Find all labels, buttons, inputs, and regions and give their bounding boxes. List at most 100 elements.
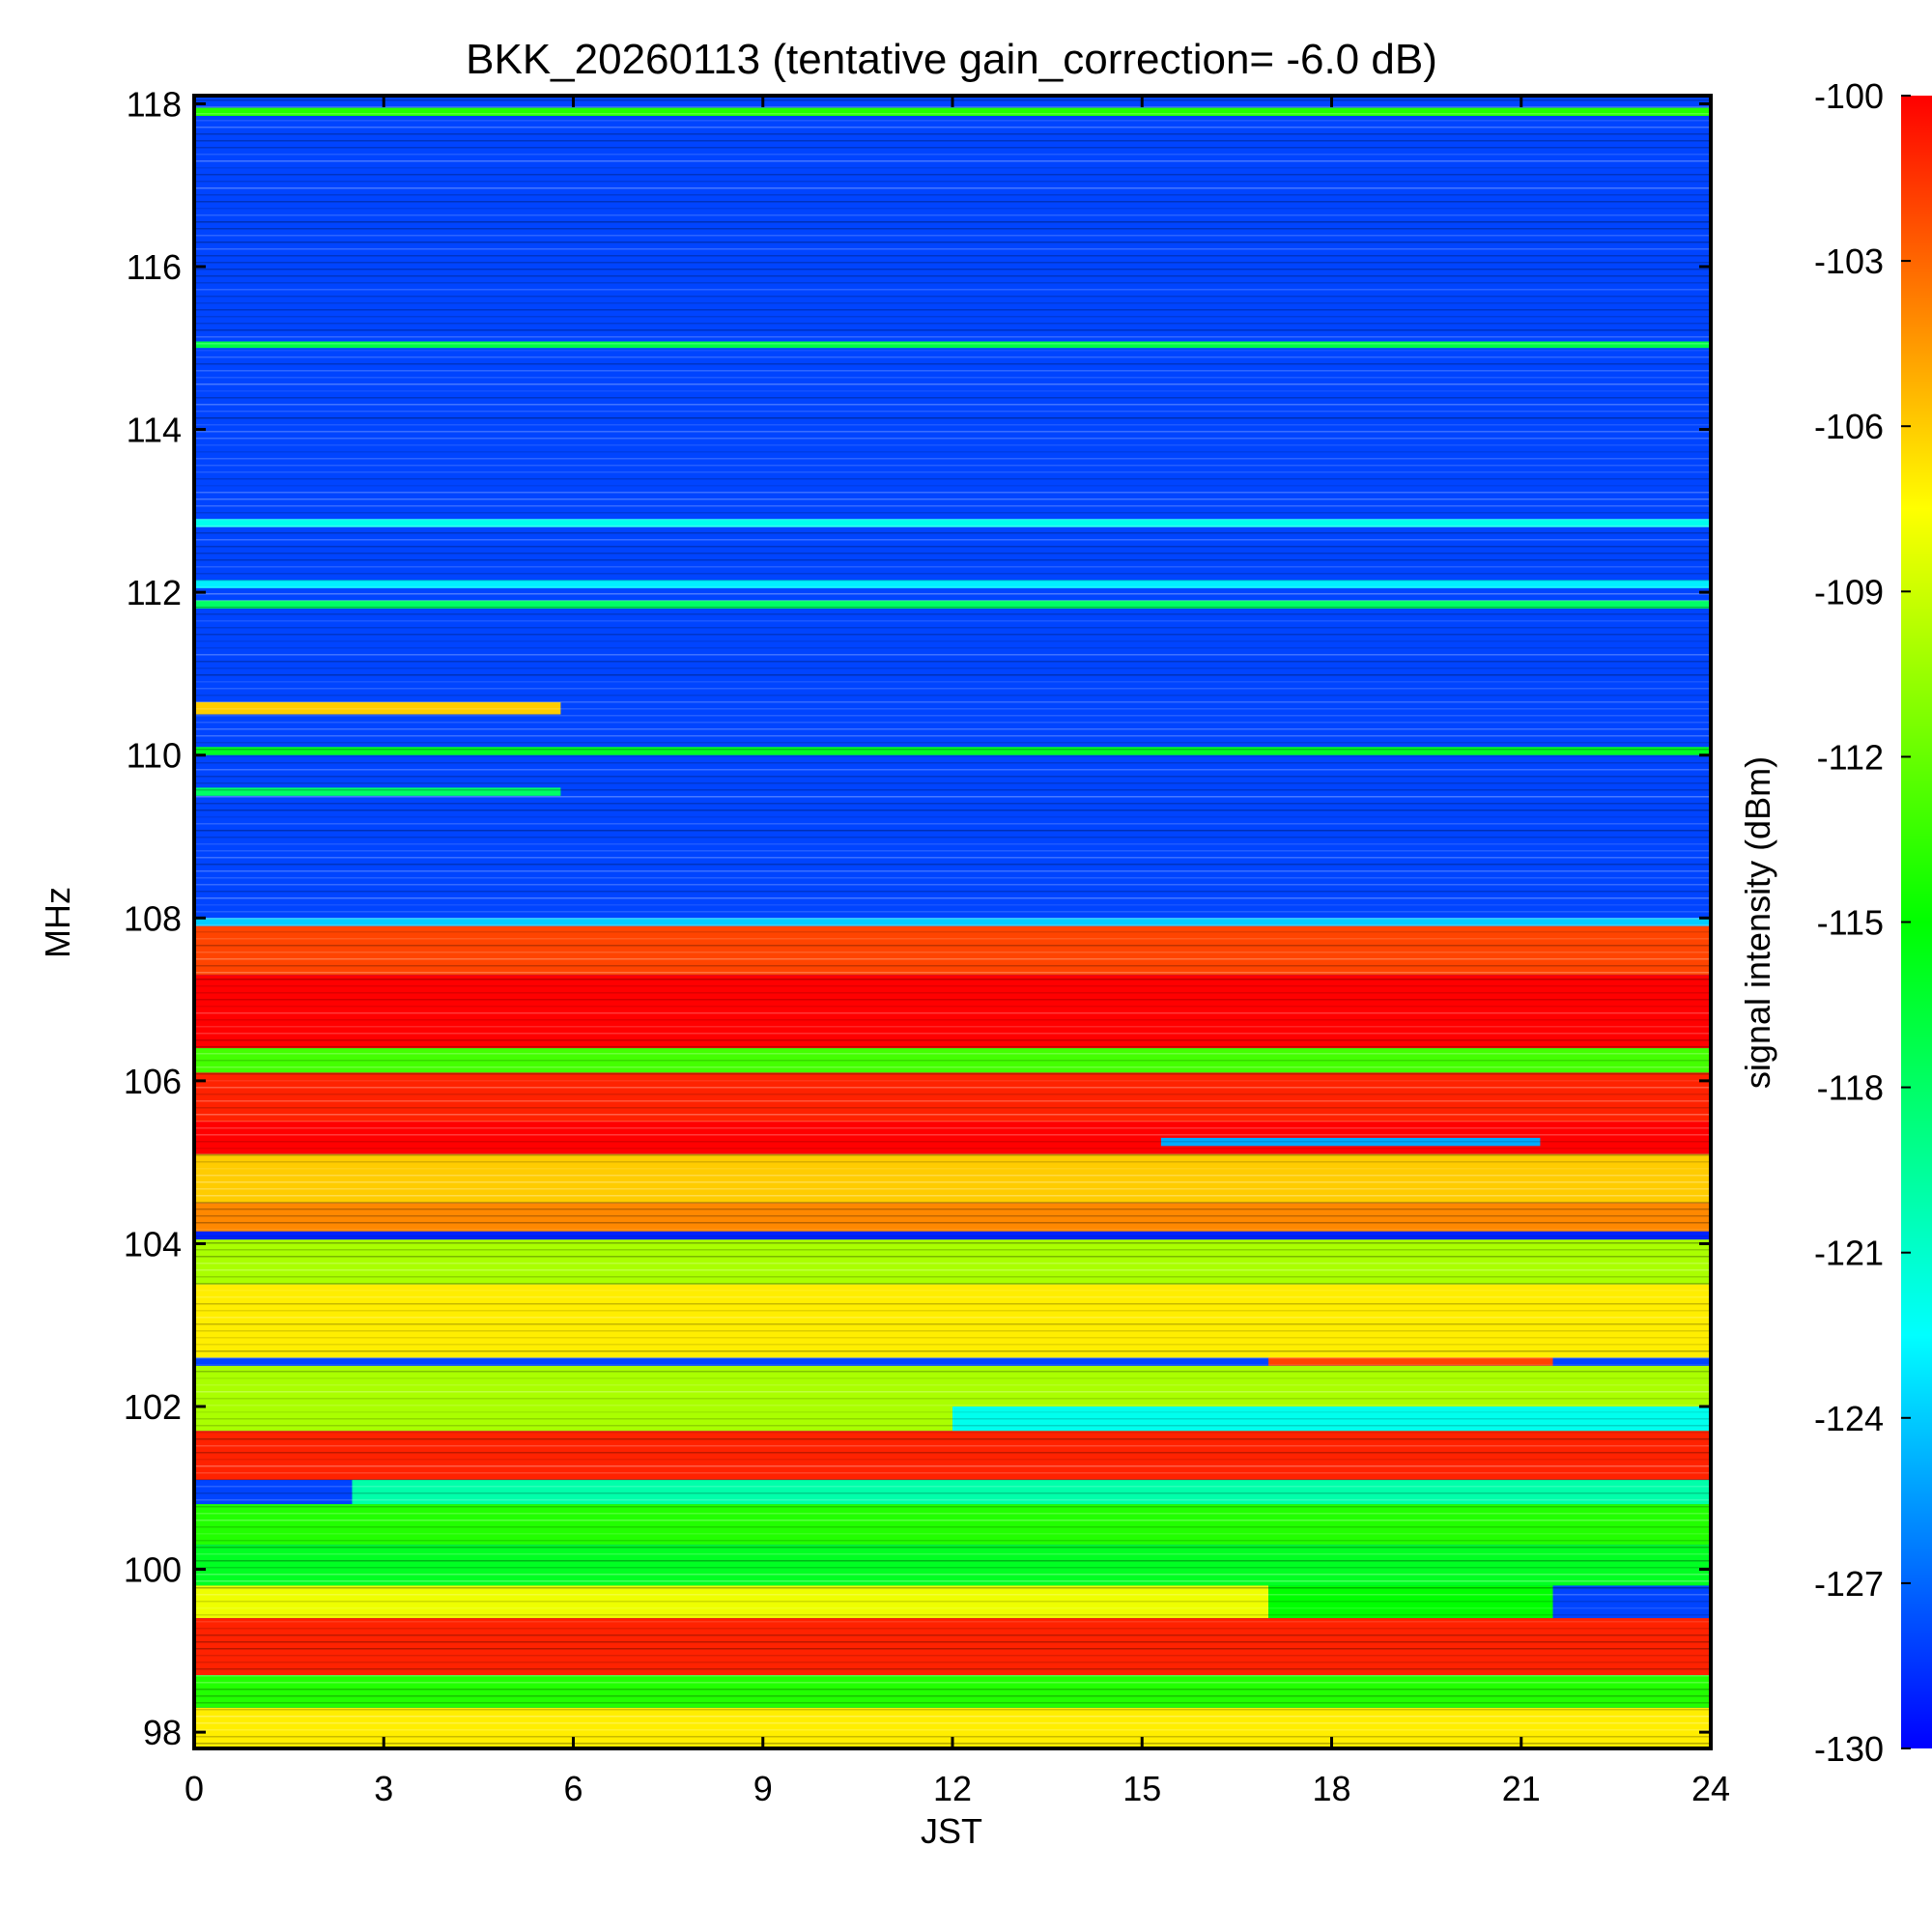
texture-line [194, 526, 1711, 527]
texture-line [194, 945, 1711, 947]
texture-line [194, 1290, 1711, 1292]
texture-line [194, 613, 1711, 615]
texture-line [194, 1601, 1711, 1603]
y-tick-label: 118 [127, 84, 182, 124]
spectrum-band-26 [194, 1545, 1711, 1586]
texture-line [194, 498, 1711, 500]
texture-line [194, 384, 1711, 385]
x-tick-label: 3 [374, 1769, 393, 1808]
texture-line [194, 566, 1711, 568]
texture-line [194, 1621, 1711, 1623]
y-tick-label: 98 [143, 1713, 182, 1752]
spectrum-band-17 [194, 1231, 1711, 1240]
colorbar-tick-label: -115 [1817, 903, 1884, 943]
texture-line [194, 343, 1711, 345]
texture-line [194, 505, 1711, 507]
texture-line [194, 363, 1711, 365]
texture-line [194, 316, 1711, 318]
x-tick-label: 21 [1502, 1769, 1541, 1808]
texture-line [194, 600, 1711, 602]
texture-line [194, 573, 1711, 575]
texture-line [194, 181, 1711, 183]
texture-line [194, 857, 1711, 859]
texture-line [194, 1303, 1711, 1305]
texture-line [194, 1716, 1711, 1718]
texture-line [194, 1702, 1711, 1704]
colorbar-tick-label: -112 [1817, 737, 1884, 777]
texture-line [194, 992, 1711, 994]
texture-line [194, 404, 1711, 406]
texture-line [194, 424, 1711, 426]
texture-line [194, 1499, 1711, 1501]
texture-line [194, 952, 1711, 953]
texture-line [194, 755, 1711, 757]
texture-line [194, 1202, 1711, 1204]
texture-line [194, 1418, 1711, 1420]
texture-line [194, 1330, 1711, 1332]
texture-line [194, 1662, 1711, 1663]
texture-line [194, 411, 1711, 412]
texture-line [194, 1634, 1711, 1636]
texture-line [194, 1614, 1711, 1616]
spectrum-band-18 [194, 1239, 1711, 1285]
texture-line [194, 228, 1711, 230]
texture-line [194, 1026, 1711, 1028]
texture-line [194, 160, 1711, 162]
texture-line [194, 1141, 1711, 1143]
texture-line [194, 722, 1711, 724]
texture-line [194, 1060, 1711, 1062]
texture-line [194, 782, 1711, 784]
texture-line [194, 735, 1711, 737]
texture-line [194, 1560, 1711, 1562]
texture-line [194, 620, 1711, 622]
texture-line [194, 1648, 1711, 1650]
texture-line [194, 1492, 1711, 1494]
texture-line [194, 471, 1711, 473]
chart-title: BKK_20260113 (tentative gain_correction=… [466, 36, 1437, 83]
texture-line [194, 837, 1711, 838]
texture-line [194, 1046, 1711, 1048]
texture-line [194, 701, 1711, 703]
texture-line [194, 742, 1711, 744]
texture-line [194, 850, 1711, 852]
texture-line [194, 194, 1711, 196]
texture-line [194, 749, 1711, 751]
spectrum-band-23 [194, 1431, 1711, 1480]
texture-line [194, 586, 1711, 588]
texture-line [194, 1405, 1711, 1406]
texture-line [194, 640, 1711, 642]
texture-line [194, 1695, 1711, 1697]
texture-line [194, 972, 1711, 974]
texture-line [194, 1114, 1711, 1116]
texture-line [194, 593, 1711, 595]
texture-line [194, 553, 1711, 554]
texture-line [194, 1655, 1711, 1657]
texture-line [194, 1689, 1711, 1690]
spectrum-band-9 [194, 925, 1711, 976]
texture-line [194, 187, 1711, 189]
texture-line [194, 1242, 1711, 1244]
texture-line [194, 1195, 1711, 1197]
texture-line [194, 255, 1711, 257]
spectrum-band-11 [194, 1048, 1711, 1073]
texture-line [194, 532, 1711, 534]
spectrum-band-4 [194, 600, 1711, 609]
spectrum-band-27 [194, 1585, 1269, 1619]
texture-line [194, 769, 1711, 771]
texture-line [194, 1513, 1711, 1515]
texture-line [194, 1073, 1711, 1075]
texture-line [194, 1215, 1711, 1217]
texture-line [194, 1276, 1711, 1278]
texture-line [194, 302, 1711, 304]
spectrum-band-25 [194, 1504, 1711, 1546]
texture-line [194, 1019, 1711, 1021]
texture-line [194, 289, 1711, 291]
texture-line [194, 1344, 1711, 1346]
texture-line [194, 830, 1711, 832]
texture-line [194, 478, 1711, 480]
texture-line [194, 627, 1711, 629]
texture-line [194, 1012, 1711, 1014]
texture-line [194, 708, 1711, 710]
colorbar-ticks: -100 -103 -106 -109 -112 -115 -118 -121 -124 -127… [1814, 76, 1911, 1769]
texture-line [194, 485, 1711, 487]
